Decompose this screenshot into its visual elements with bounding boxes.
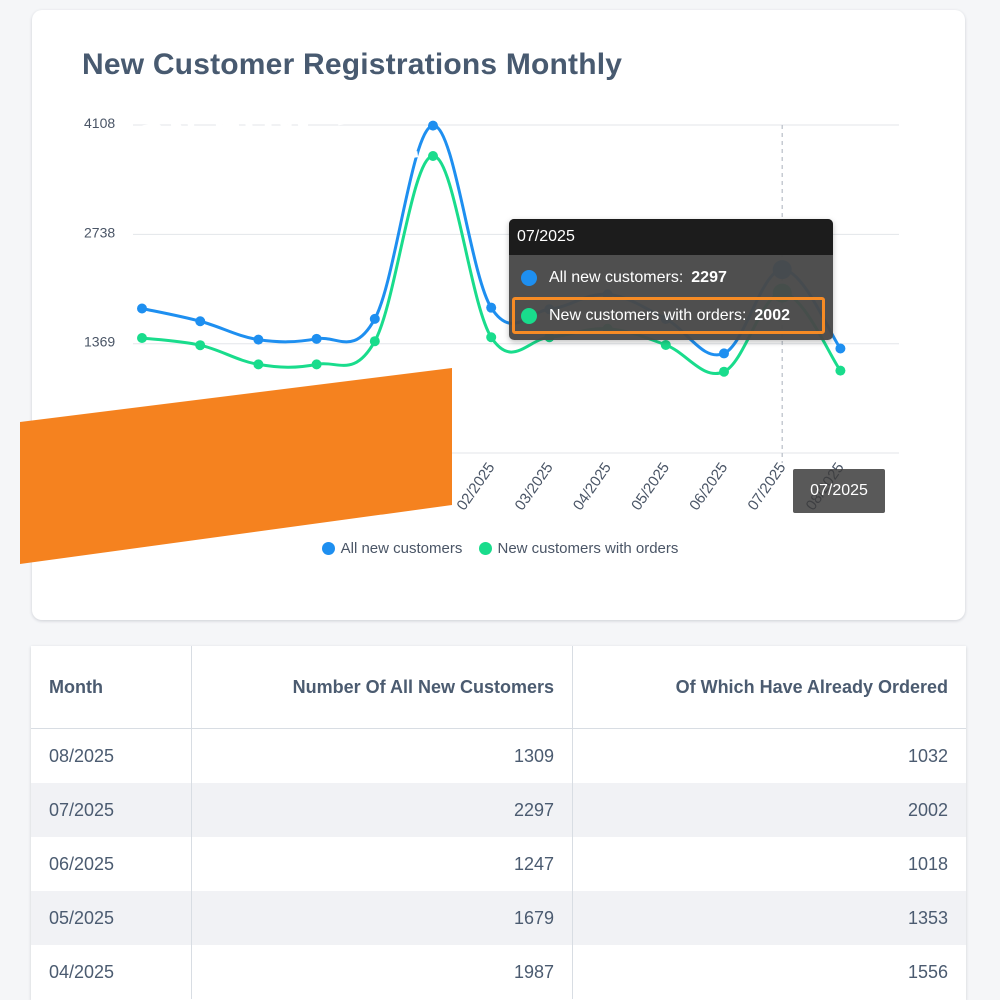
y-tick-label: 4108 (84, 115, 115, 131)
tooltip-row-orders: New customers with orders: 2002 (521, 307, 790, 325)
data-point-all[interactable] (253, 334, 264, 345)
cell-all-new: 1309 (191, 728, 573, 783)
data-point-orders[interactable] (369, 336, 380, 347)
table-row: 07/2025 2297 2002 (31, 783, 966, 837)
cell-ordered: 1032 (907, 745, 948, 766)
legend-item-orders[interactable]: New customers with orders (478, 540, 679, 557)
data-point-all[interactable] (369, 313, 380, 324)
x-tick-label: 07/2025 (744, 460, 789, 514)
legend-dot-all (321, 542, 335, 555)
registrations-table: Month Number Of All New Customers Of Whi… (31, 646, 966, 1000)
data-point-all[interactable] (835, 343, 846, 354)
cell-month: 05/2025 (31, 891, 192, 945)
cell-ordered: 1018 (907, 853, 948, 874)
table-row: 08/2025 1309 1032 (31, 728, 966, 783)
cell-month: 08/2025 (31, 728, 192, 783)
x-tick-label: 03/2025 (512, 460, 557, 514)
tooltip-highlight-box (512, 297, 825, 334)
x-tick-label: 06/2025 (686, 460, 731, 514)
chart-legend: All new customers New customers with ord… (0, 540, 1000, 559)
table-row: 04/2025 1987 1556 (31, 945, 966, 999)
tooltip-dot-orders (521, 308, 537, 324)
chart-tooltip: 07/2025 All new customers: 2297 New cust… (509, 219, 833, 340)
tooltip-title: 07/2025 (509, 219, 833, 255)
legend-label-all: All new customers (340, 540, 463, 557)
crosshair-x-label: 07/2025 (793, 469, 885, 513)
column-header-month[interactable]: Month (31, 646, 192, 729)
data-point-orders[interactable] (660, 339, 671, 350)
legend-label-orders: New customers with orders (497, 540, 679, 557)
tooltip-row-all: All new customers: 2297 (521, 269, 727, 287)
cell-month: 07/2025 (31, 783, 192, 837)
cell-all-new: 1679 (191, 891, 573, 945)
tooltip-value-orders: 2002 (754, 307, 790, 324)
data-point-all[interactable] (486, 302, 497, 313)
data-point-orders[interactable] (311, 359, 322, 370)
series-line-orders (141, 154, 842, 376)
tooltip-dot-all (521, 270, 537, 286)
cell-all-new: 2297 (191, 783, 573, 837)
x-tick-label: 05/2025 (628, 460, 673, 514)
y-tick-label: 2738 (84, 224, 115, 240)
cell-ordered: 2002 (572, 783, 966, 837)
x-tick-label: 04/2025 (570, 460, 615, 514)
data-point-all[interactable] (137, 303, 147, 314)
cell-all-new: 1247 (191, 837, 573, 891)
column-header-all-new-customers[interactable]: Number Of All New Customers (191, 646, 573, 729)
data-point-orders[interactable] (253, 359, 264, 370)
y-tick-label: 1369 (84, 334, 115, 350)
cell-all-new: 1987 (191, 945, 573, 999)
tooltip-value-all: 2297 (691, 269, 727, 286)
data-point-orders[interactable] (428, 150, 438, 161)
cell-month: 04/2025 (31, 945, 192, 999)
table-row: 05/2025 1679 1353 (31, 891, 966, 945)
data-point-orders[interactable] (195, 340, 206, 351)
data-point-orders[interactable] (719, 366, 729, 377)
data-point-all[interactable] (311, 333, 322, 344)
data-point-all[interactable] (719, 348, 729, 359)
table-row: 06/2025 1247 1018 (31, 837, 966, 891)
x-tick-label: 02/2025 (453, 460, 498, 514)
data-point-all[interactable] (195, 316, 206, 327)
data-point-orders[interactable] (486, 332, 497, 343)
tooltip-label-orders: New customers with orders: (549, 307, 747, 324)
cell-ordered: 1556 (907, 961, 948, 982)
column-header-already-ordered[interactable]: Of Which Have Already Ordered (572, 646, 966, 729)
legend-item-all[interactable]: All new customers (321, 540, 463, 557)
cell-ordered: 1353 (572, 891, 966, 945)
table-header-row: Month Number Of All New Customers Of Whi… (31, 646, 966, 729)
data-point-orders[interactable] (137, 333, 147, 344)
data-point-orders[interactable] (835, 365, 846, 376)
cell-month: 06/2025 (31, 837, 192, 891)
chart-title: New Customer Registrations Monthly (82, 48, 623, 81)
tooltip-label-all: All new customers: (549, 269, 684, 286)
legend-dot-orders (478, 542, 492, 555)
data-point-all[interactable] (428, 120, 438, 131)
